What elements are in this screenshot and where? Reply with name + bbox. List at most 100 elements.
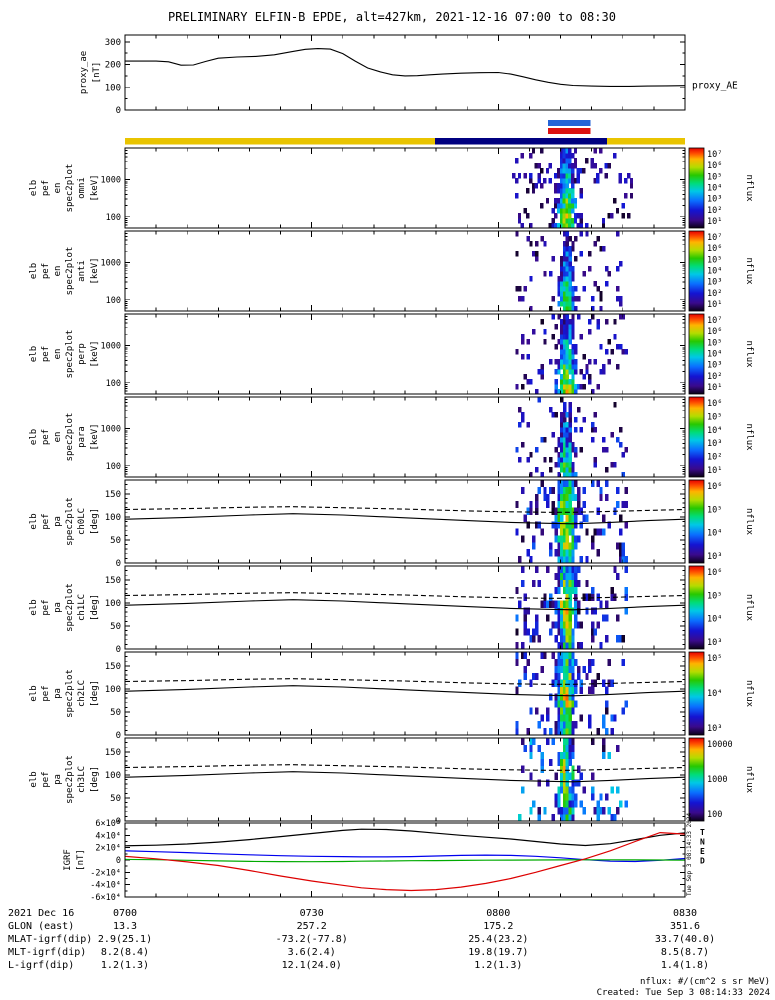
y-axis-label: spec2plot: [65, 164, 75, 213]
y-axis-label: para: [77, 426, 87, 448]
colorbar-tick-label: 10⁴: [707, 689, 722, 699]
colorbar-title-nflux: nflux: [744, 340, 754, 368]
y-tick-label: 100: [105, 513, 121, 523]
colorbar-tick-label: 10⁷: [707, 150, 722, 160]
colorbar-tick-label: 10²: [707, 289, 722, 299]
axis-frame-and-ticks: [124, 147, 686, 229]
loss-cone-line: [124, 599, 686, 611]
colorbar-tick-label: 10⁵: [707, 591, 722, 601]
axis-frame-and-ticks: [124, 822, 686, 898]
y-axis-label: pa: [53, 516, 63, 527]
colorbar-tick-label: 10⁴: [707, 615, 722, 625]
colorbar-tick-label: 10⁵: [707, 654, 722, 664]
colorbar: [688, 313, 705, 395]
colorbar-tick-label: 10⁵: [707, 505, 722, 515]
y-axis-ticks: [125, 313, 685, 392]
y-axis-label: ch1LC: [77, 594, 87, 621]
colorbar-title-nflux: nflux: [744, 423, 754, 451]
science-zone-overlay: [434, 138, 608, 145]
y-axis-label: ch3LC: [77, 766, 87, 793]
y-axis-label: spec2plot: [65, 247, 75, 296]
ephemeris-value: 0730: [300, 908, 324, 919]
y-axis-label: [deg]: [90, 680, 100, 707]
y-axis-label: en: [53, 266, 63, 277]
nflux-units-note: nflux: #/(cm^2 s sr MeV): [640, 977, 770, 987]
ephemeris-row-label: GLON (east): [8, 921, 74, 932]
colorbar-title-nflux: nflux: [744, 508, 754, 536]
y-axis-label: [nT]: [92, 62, 102, 84]
y-tick-label: 50: [110, 708, 121, 718]
ephemeris-value: 33.7(40.0): [655, 934, 715, 945]
y-axis-label: elb: [29, 263, 39, 279]
spectrogram-cells: [512, 148, 634, 229]
colorbar-tick-label: 1000: [707, 775, 727, 785]
ephemeris-value: 1.2(1.3): [101, 960, 149, 971]
y-axis-label: spec2plot: [65, 669, 75, 718]
y-axis-label: IGRF: [63, 849, 73, 871]
panel-pa_ch3: 0 50 100 150 10000 1000 100 nflux elb pef pa spec2p…: [29, 737, 754, 827]
colorbar-tick-label: 10⁶: [707, 244, 722, 254]
y-tick-label: 6×10⁴: [95, 819, 121, 829]
y-tick-label: 1000: [101, 342, 121, 352]
y-axis-label: elb: [29, 685, 39, 701]
y-tick-label: 150: [105, 662, 121, 672]
colorbar-tick-label: 10⁴: [707, 184, 722, 194]
igrf-legend-D: D: [700, 857, 705, 866]
colorbar-tick-label: 10⁵: [707, 338, 722, 348]
y-axis-label: en: [53, 349, 63, 360]
colorbar: [688, 737, 705, 822]
colorbar-tick-label: 10¹: [707, 383, 722, 393]
colorbar-tick-label: 10⁶: [707, 161, 722, 171]
colorbar-tick-label: 10⁷: [707, 233, 722, 243]
y-tick-label: 1000: [101, 425, 121, 435]
axis-frame-and-ticks: [124, 479, 686, 564]
proxy-ae-right-label: proxy_AE: [692, 81, 738, 92]
colorbar-tick-label: 10000: [707, 740, 733, 750]
y-tick-label: 1000: [101, 259, 121, 269]
y-axis-label: perp: [77, 343, 87, 365]
ephemeris-value: 1.2(1.3): [474, 960, 522, 971]
ephemeris-value: 1.4(1.8): [661, 960, 709, 971]
y-tick-label: 300: [105, 38, 121, 48]
igrf-legend-N: N: [700, 838, 705, 847]
y-tick-label: 150: [105, 748, 121, 758]
colorbar-tick-label: 10⁴: [707, 267, 722, 277]
y-axis-label: spec2plot: [65, 330, 75, 379]
y-axis-label: ch0LC: [77, 508, 87, 535]
y-axis-label: anti: [77, 260, 87, 282]
y-tick-label: 100: [106, 296, 121, 306]
colorbar-tick-label: 10³: [707, 439, 722, 449]
y-axis-label: proxy_ae: [79, 51, 89, 94]
colorbar-tick-label: 10⁵: [707, 172, 722, 182]
axis-frame-and-ticks: [124, 34, 686, 111]
spectrogram-cells: [515, 231, 623, 312]
ephemeris-value: 2.9(25.1): [98, 934, 152, 945]
y-tick-label: 4×10⁴: [95, 831, 121, 841]
colorbar: [688, 230, 705, 312]
axis-frame-and-ticks: [124, 565, 686, 650]
y-axis-label: [keV]: [90, 423, 100, 450]
y-tick-label: 100: [105, 83, 121, 93]
colorbar-tick-label: 10¹: [707, 300, 722, 310]
y-axis-label: pef: [41, 180, 51, 196]
y-tick-label: -4×10⁴: [90, 881, 121, 891]
y-axis-ticks: [125, 651, 685, 736]
colorbar-tick-label: 10⁵: [707, 412, 722, 422]
ephemeris-table: 2021 Dec 16 0700 0730 0800 0830 GLON (east) 13…: [8, 908, 715, 971]
y-axis-label: spec2plot: [65, 497, 75, 546]
y-axis-label: pef: [41, 346, 51, 362]
y-tick-label: 2×10⁴: [95, 844, 121, 854]
ephemeris-value: 12.1(24.0): [282, 960, 342, 971]
spectrogram-cells: [515, 652, 628, 736]
y-axis-label: elb: [29, 599, 39, 615]
ephemeris-value: 13.3: [113, 921, 137, 932]
y-axis-label: omni: [77, 177, 87, 199]
y-axis-ticks: [125, 147, 685, 226]
colorbar-tick-label: 100: [707, 810, 722, 820]
proxy-ae-trace: [125, 48, 686, 87]
colorbar: [688, 565, 705, 650]
y-axis-label: pa: [53, 688, 63, 699]
